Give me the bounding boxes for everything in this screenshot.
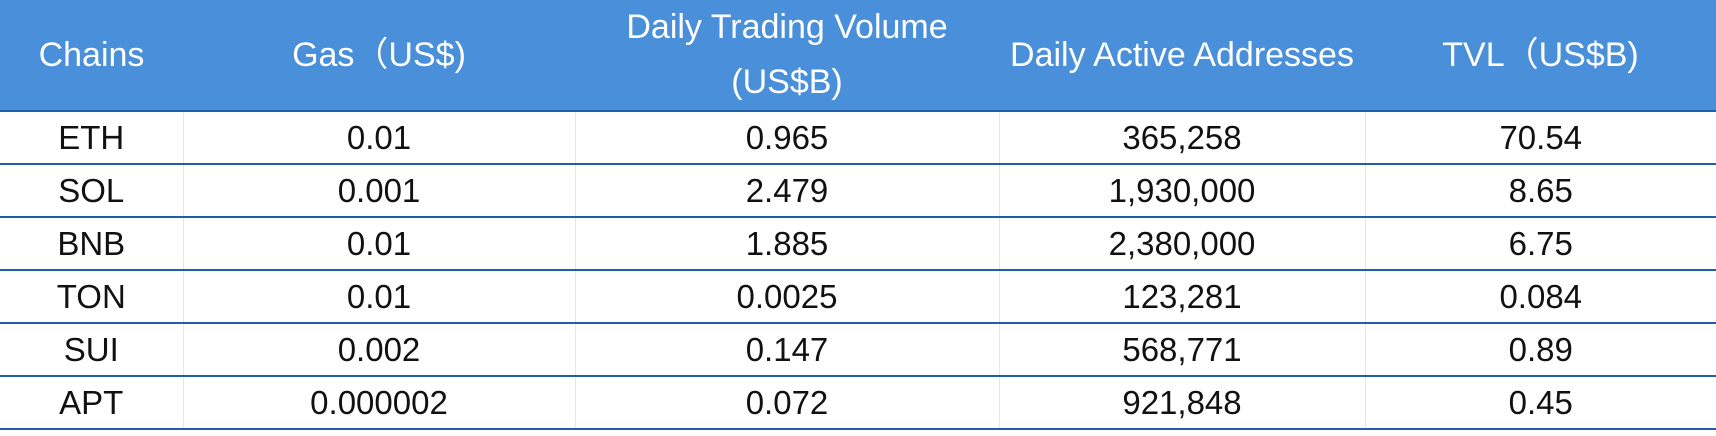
cell-daily-trading-volume: 2.479	[574, 164, 999, 218]
cell-tvl: 0.89	[1364, 323, 1716, 377]
cell-daily-active-addresses: 568,771	[998, 323, 1365, 377]
cell-chain: TON	[0, 270, 183, 324]
table-header: Chains Gas（US$) Daily Trading Volume (US…	[0, 0, 1716, 112]
cell-chain: SUI	[0, 323, 183, 377]
cell-daily-active-addresses: 365,258	[998, 111, 1365, 165]
cell-daily-trading-volume: 0.147	[574, 323, 999, 377]
table-row: TON 0.01 0.0025 123,281 0.084	[0, 270, 1716, 324]
cell-chain: SOL	[0, 164, 183, 218]
cell-gas: 0.01	[182, 270, 575, 324]
column-header-chains: Chains	[0, 0, 183, 112]
cell-tvl: 6.75	[1364, 217, 1716, 271]
table-row: SUI 0.002 0.147 568,771 0.89	[0, 323, 1716, 377]
column-header-gas: Gas（US$)	[183, 0, 575, 112]
cell-daily-active-addresses: 1,930,000	[998, 164, 1365, 218]
cell-tvl: 0.45	[1364, 376, 1716, 430]
table-body: ETH 0.01 0.965 365,258 70.54 SOL 0.001 2…	[0, 111, 1716, 430]
header-row: Chains Gas（US$) Daily Trading Volume (US…	[0, 0, 1716, 112]
cell-chain: APT	[0, 376, 183, 430]
column-header-tvl: TVL（US$B)	[1365, 0, 1716, 112]
cell-daily-trading-volume: 0.0025	[574, 270, 999, 324]
table-row: APT 0.000002 0.072 921,848 0.45	[0, 376, 1716, 430]
table-row: BNB 0.01 1.885 2,380,000 6.75	[0, 217, 1716, 271]
table-row: SOL 0.001 2.479 1,930,000 8.65	[0, 164, 1716, 218]
cell-gas: 0.01	[182, 111, 575, 165]
table-row: ETH 0.01 0.965 365,258 70.54	[0, 111, 1716, 165]
cell-gas: 0.000002	[182, 376, 575, 430]
cell-gas: 0.01	[182, 217, 575, 271]
cell-daily-trading-volume: 0.072	[574, 376, 999, 430]
cell-gas: 0.001	[182, 164, 575, 218]
cell-daily-active-addresses: 921,848	[998, 376, 1365, 430]
cell-daily-active-addresses: 123,281	[998, 270, 1365, 324]
column-header-daily-active-addresses: Daily Active Addresses	[999, 0, 1365, 112]
cell-daily-trading-volume: 1.885	[574, 217, 999, 271]
cell-daily-trading-volume: 0.965	[574, 111, 999, 165]
cell-chain: BNB	[0, 217, 183, 271]
cell-tvl: 0.084	[1364, 270, 1716, 324]
cell-daily-active-addresses: 2,380,000	[998, 217, 1365, 271]
cell-tvl: 70.54	[1364, 111, 1716, 165]
cell-tvl: 8.65	[1364, 164, 1716, 218]
cell-gas: 0.002	[182, 323, 575, 377]
column-header-daily-trading-volume: Daily Trading Volume (US$B)	[575, 0, 999, 112]
cell-chain: ETH	[0, 111, 183, 165]
